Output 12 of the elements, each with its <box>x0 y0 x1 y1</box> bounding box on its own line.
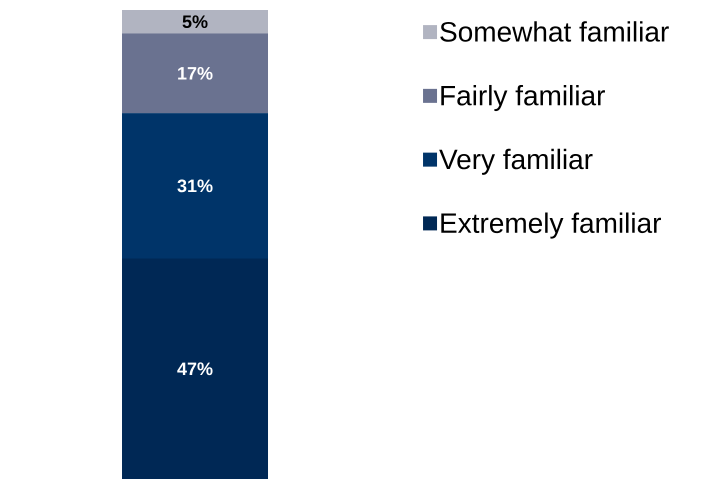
bar <box>122 10 268 34</box>
legend-label: Somewhat familiar <box>440 21 669 42</box>
bar <box>122 258 268 479</box>
data-label: 31% <box>177 179 213 192</box>
data-label: 47% <box>177 362 213 376</box>
legend-label: Extremely familiar <box>441 212 661 239</box>
bar <box>122 113 268 259</box>
data-label: 5% <box>182 15 208 28</box>
legend-label: Fairly familiar <box>441 84 605 112</box>
data-label: 17% <box>178 66 213 80</box>
bar <box>122 33 268 114</box>
legend-label: Very familiar <box>439 148 593 175</box>
